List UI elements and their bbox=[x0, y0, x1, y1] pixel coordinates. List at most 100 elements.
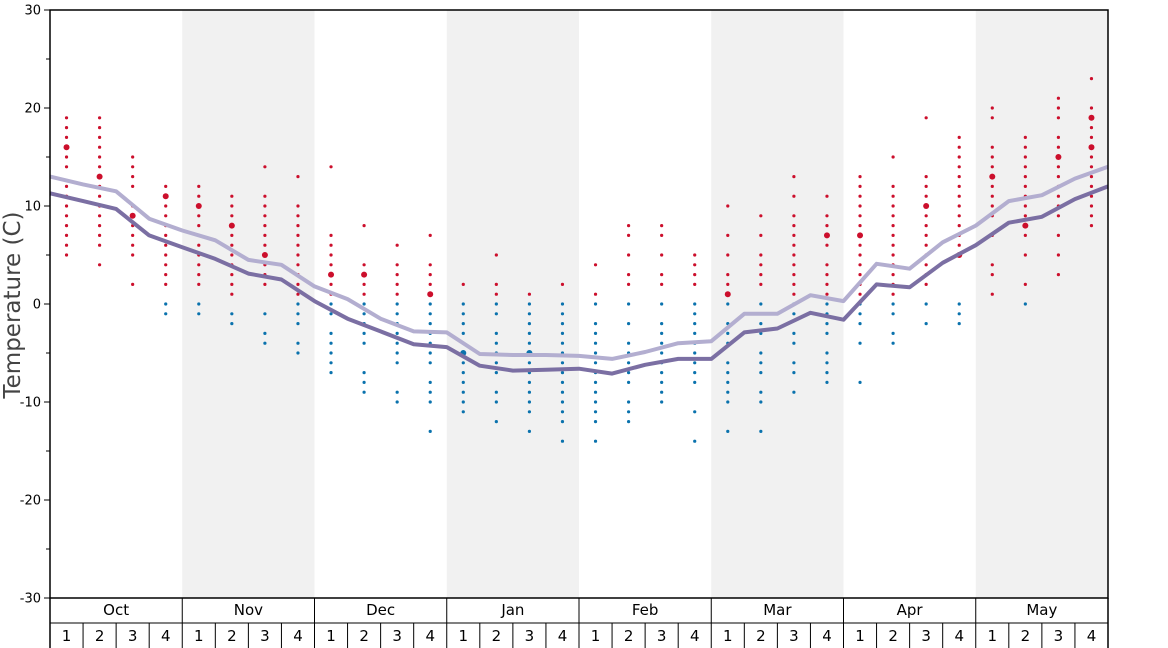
temp-point bbox=[1055, 154, 1062, 160]
temp-point bbox=[792, 292, 796, 296]
temp-point bbox=[1089, 126, 1094, 130]
shade-may bbox=[975, 10, 1108, 598]
temp-point bbox=[989, 173, 996, 180]
temp-point bbox=[825, 371, 829, 375]
temp-point bbox=[362, 282, 366, 286]
temp-point bbox=[792, 273, 796, 277]
temp-point bbox=[792, 341, 796, 345]
temp-point bbox=[461, 361, 465, 365]
week-label: 2 bbox=[359, 627, 369, 645]
temp-point bbox=[825, 194, 829, 198]
temp-point bbox=[626, 224, 631, 228]
temp-point bbox=[395, 282, 399, 286]
temp-point bbox=[395, 331, 399, 335]
temp-point bbox=[825, 361, 829, 365]
temp-point bbox=[957, 165, 961, 169]
temp-point bbox=[1023, 253, 1027, 257]
temp-point bbox=[296, 312, 300, 316]
temp-point bbox=[891, 341, 895, 345]
temp-point bbox=[296, 224, 300, 228]
temp-point bbox=[726, 282, 730, 286]
temp-point bbox=[395, 390, 399, 394]
temp-point bbox=[64, 253, 69, 257]
temp-point bbox=[626, 253, 631, 257]
temp-point bbox=[164, 263, 168, 267]
temp-point bbox=[693, 380, 697, 384]
temp-point bbox=[1089, 194, 1094, 198]
week-label: 1 bbox=[194, 627, 204, 645]
temp-point bbox=[990, 194, 994, 198]
temp-point bbox=[792, 331, 796, 335]
temp-point bbox=[990, 292, 994, 296]
temp-point bbox=[957, 145, 961, 149]
temp-point bbox=[924, 282, 928, 286]
temp-point bbox=[560, 312, 565, 316]
temp-point bbox=[825, 214, 829, 218]
temp-point bbox=[197, 263, 201, 267]
temp-point bbox=[626, 233, 631, 237]
temp-point bbox=[825, 273, 829, 277]
temp-point bbox=[263, 243, 267, 247]
temp-point bbox=[825, 224, 829, 228]
temp-point bbox=[857, 232, 864, 239]
temp-point bbox=[792, 390, 796, 394]
temp-point bbox=[329, 243, 333, 247]
temp-point bbox=[263, 194, 267, 198]
temp-point bbox=[924, 233, 928, 237]
temp-point bbox=[759, 282, 763, 286]
temp-point bbox=[693, 322, 697, 326]
temp-point bbox=[494, 282, 498, 286]
week-label: 4 bbox=[954, 627, 964, 645]
week-label: 3 bbox=[525, 627, 535, 645]
temp-point bbox=[296, 282, 300, 286]
month-label: Jan bbox=[500, 601, 524, 619]
shade-jan bbox=[446, 10, 579, 598]
week-label: 3 bbox=[657, 627, 667, 645]
temp-point bbox=[263, 165, 267, 169]
temp-point bbox=[726, 429, 730, 433]
week-label: 4 bbox=[425, 627, 435, 645]
temp-point bbox=[693, 410, 697, 414]
temp-point bbox=[494, 420, 498, 424]
temp-point bbox=[792, 361, 796, 365]
temp-point bbox=[1089, 106, 1094, 110]
temp-point bbox=[362, 341, 366, 345]
temp-point bbox=[957, 175, 961, 179]
temp-point bbox=[1056, 96, 1061, 100]
y-tick-label: 20 bbox=[24, 102, 41, 117]
temp-point bbox=[1089, 165, 1094, 169]
temp-point bbox=[527, 380, 532, 384]
temp-point bbox=[759, 390, 763, 394]
temp-point bbox=[1056, 214, 1061, 218]
temp-point bbox=[693, 273, 697, 277]
temp-point bbox=[560, 390, 565, 394]
temp-point bbox=[230, 322, 234, 326]
temp-point bbox=[64, 165, 69, 169]
temp-point bbox=[263, 204, 267, 208]
trend-line-high bbox=[49, 164, 1109, 361]
month-label: Dec bbox=[366, 601, 395, 619]
temp-point bbox=[1023, 282, 1027, 286]
temp-point bbox=[626, 410, 631, 414]
temp-point bbox=[858, 263, 862, 267]
temp-point bbox=[428, 263, 432, 267]
temp-point bbox=[64, 204, 69, 208]
temp-point bbox=[726, 302, 730, 306]
temp-point bbox=[230, 253, 234, 257]
temp-point bbox=[131, 184, 135, 188]
temp-point bbox=[164, 253, 168, 257]
temp-point bbox=[97, 243, 102, 247]
temp-point bbox=[957, 194, 961, 198]
temp-point bbox=[626, 420, 631, 424]
y-tick-label: -30 bbox=[20, 592, 41, 607]
temp-point bbox=[1089, 204, 1094, 208]
temp-point bbox=[1056, 194, 1061, 198]
temp-point bbox=[759, 331, 763, 335]
temp-point bbox=[693, 302, 697, 306]
y-axis: 30 20 10 0 -10 -20 -30 bbox=[20, 4, 50, 607]
temp-point bbox=[494, 302, 498, 306]
temp-point bbox=[1023, 155, 1027, 159]
temp-point bbox=[395, 243, 399, 247]
temp-point bbox=[64, 126, 69, 130]
temp-point bbox=[131, 282, 135, 286]
